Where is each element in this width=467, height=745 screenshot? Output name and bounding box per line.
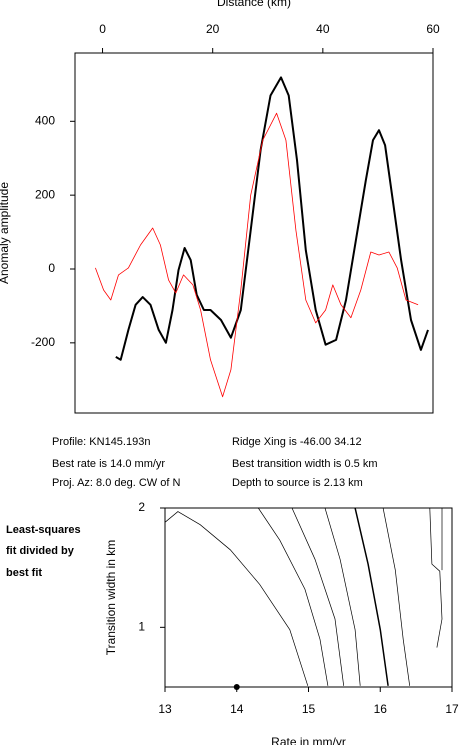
caption-line: best fit	[6, 567, 42, 579]
x-tick-label: 0	[99, 22, 106, 36]
y-axis-label: Anomaly amplitude	[0, 182, 11, 284]
caption-line: Least-squares	[6, 524, 81, 536]
x-tick-label: 13	[158, 702, 172, 716]
x-tick-label: 17	[445, 702, 459, 716]
x-tick-label: 14	[230, 702, 244, 716]
y-tick-label: 1	[138, 620, 145, 634]
x-tick-label: 20	[206, 22, 220, 36]
rate-text: Best rate is 14.0 mm/yr	[52, 458, 165, 470]
y-tick-label: -200	[31, 335, 55, 349]
y-axis-label: Transition width in km	[104, 540, 118, 656]
width-text: Best transition width is 0.5 km	[232, 458, 378, 470]
profile-text: Profile: KN145.193n	[52, 436, 150, 448]
contour-line	[258, 507, 329, 686]
x-tick-label: 40	[316, 22, 330, 36]
contour-line	[429, 507, 443, 648]
contour-line	[291, 507, 345, 686]
best-fit-point	[233, 684, 240, 690]
x-tick-label: 15	[302, 702, 316, 716]
y-tick-label: 400	[35, 113, 55, 127]
data-line	[95, 112, 419, 398]
x-axis-label: Rate in mm/yr	[271, 735, 346, 745]
y-tick-label: 2	[138, 500, 145, 514]
x-tick-label: 60	[426, 22, 440, 36]
contour-line	[164, 511, 309, 686]
plot-frame	[74, 52, 434, 414]
ridge-text: Ridge Xing is -46.00 34.12	[232, 436, 362, 448]
contour-line	[324, 507, 361, 686]
x-tick-label: 16	[374, 702, 388, 716]
contour-line	[382, 507, 411, 686]
y-tick-label: 200	[35, 187, 55, 201]
depth-text: Depth to source is 2.13 km	[232, 477, 363, 489]
azimuth-text: Proj. Az: 8.0 deg. CW of N	[52, 477, 180, 489]
x-axis-label: Distance (km)	[217, 0, 291, 9]
contour-line	[354, 507, 389, 686]
caption-line: fit divided by	[6, 545, 75, 557]
y-tick-label: 0	[48, 261, 55, 275]
